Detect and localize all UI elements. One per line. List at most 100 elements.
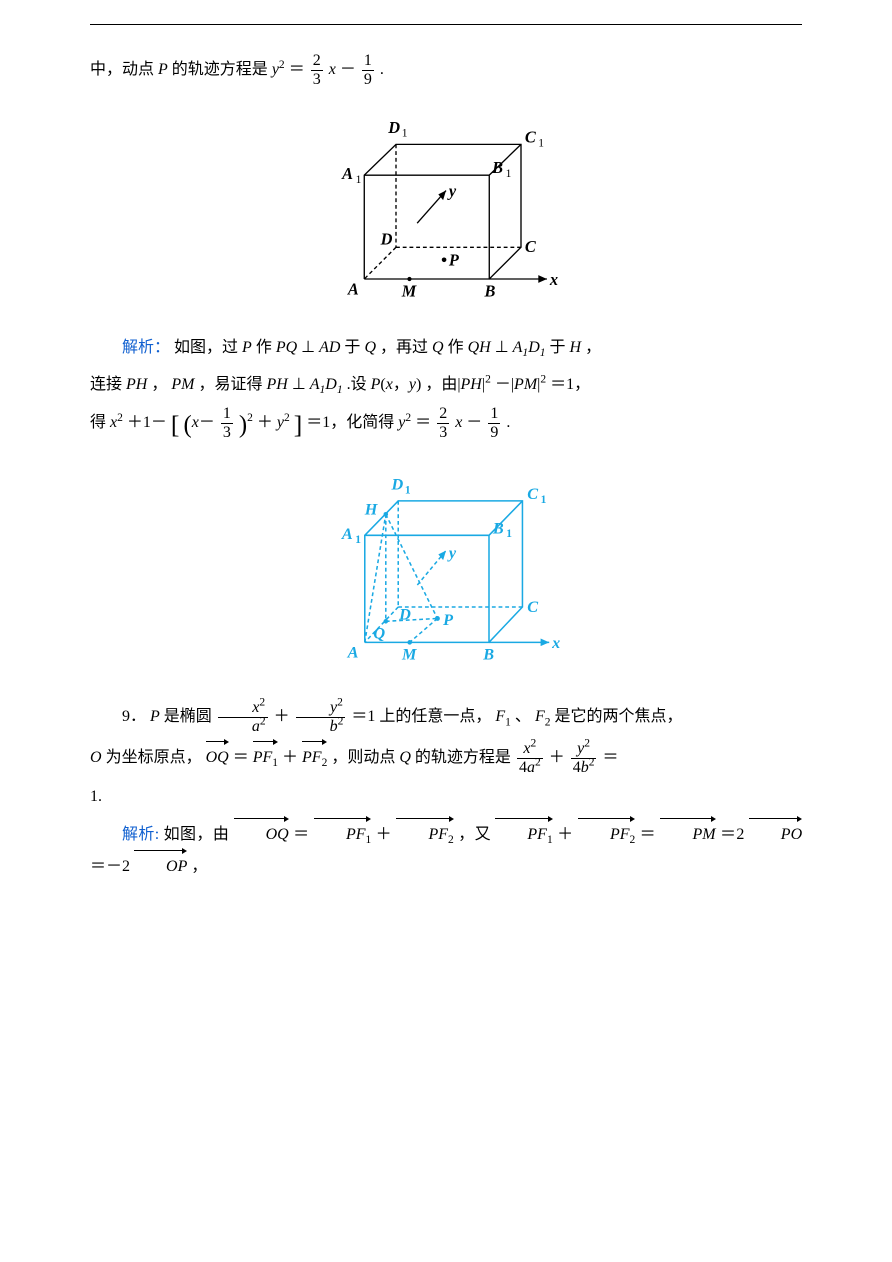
- var-y: y: [272, 61, 279, 78]
- eq2: ＝2: [720, 826, 744, 843]
- vec-PF2b: PF2: [578, 818, 635, 850]
- svg-text:A: A: [341, 525, 353, 543]
- svg-text:D: D: [387, 118, 400, 137]
- svg-text:1: 1: [506, 528, 512, 540]
- vec-PF2: PF2: [302, 741, 327, 773]
- vec-PF1b: PF1: [495, 818, 552, 850]
- top-rule: [90, 24, 802, 25]
- sq3: 2: [247, 412, 253, 424]
- eqend: ＝: [602, 749, 618, 766]
- svg-text:C: C: [525, 237, 537, 256]
- text: 中，动点: [90, 61, 158, 78]
- svg-text:1: 1: [506, 168, 512, 180]
- y2: y: [277, 414, 284, 431]
- var-Q: Q: [399, 749, 411, 766]
- eq: ＝: [233, 749, 249, 766]
- sq2: 2: [540, 373, 546, 385]
- text: ，又: [458, 826, 491, 843]
- y: y: [409, 376, 416, 393]
- text: 是它的两个焦点，: [554, 708, 682, 725]
- vec-PO: PO: [749, 818, 802, 850]
- frac-1-3: 13: [219, 406, 235, 441]
- lbracket: [: [171, 410, 180, 439]
- svg-text:D: D: [398, 606, 411, 624]
- minus: －: [340, 61, 356, 78]
- svg-text:M: M: [401, 646, 417, 664]
- text: －|: [495, 376, 514, 393]
- figure-1: D1 C1 A1 B1 D C A B M P y x: [90, 98, 802, 321]
- text: ＝1，: [550, 376, 590, 393]
- text: 得: [90, 414, 110, 431]
- sub2: 2: [545, 716, 551, 728]
- q-num: 9．: [122, 708, 146, 725]
- svg-text:C: C: [527, 598, 538, 616]
- vec-OQ: OQ: [234, 818, 289, 850]
- plus2: ＋: [282, 749, 298, 766]
- text: 的轨迹方程是: [172, 61, 272, 78]
- frac-y2-4b2: y24b2: [569, 741, 599, 776]
- para-1: 中，动点 P 的轨迹方程是 y2 ＝ 23 x － 19 .: [90, 53, 802, 88]
- solution-1-line-1: 解析： 如图，过 P 作 PQ ⊥ AD 于 Q ，再过 Q 作 QH ⊥ A1…: [90, 333, 802, 363]
- eq: ＝: [415, 414, 431, 431]
- xx: x: [455, 414, 462, 431]
- vec-PM: PM: [660, 818, 715, 850]
- solution-label: 解析:: [122, 826, 159, 843]
- svg-text:x: x: [549, 270, 558, 289]
- one: 1.: [90, 788, 102, 805]
- text: 于: [344, 339, 364, 356]
- cube-diagram-2: D1 C1 A1 B1 H D C A B M P Q y x: [317, 451, 575, 676]
- seg-PQ: PQ: [276, 339, 297, 356]
- svg-text:x: x: [551, 634, 560, 652]
- frac-x2-4a2: x24a2: [515, 741, 545, 776]
- svg-text:M: M: [401, 281, 417, 300]
- paren2: ): [416, 376, 421, 393]
- sup-2: 2: [279, 59, 285, 71]
- x: x: [386, 376, 393, 393]
- svg-text:y: y: [447, 544, 457, 562]
- svg-text:1: 1: [355, 534, 361, 546]
- svg-text:1: 1: [356, 174, 362, 186]
- svg-text:B: B: [492, 520, 504, 538]
- text: 如图，由: [164, 826, 230, 843]
- svg-text:A: A: [347, 644, 359, 662]
- text: 如图，过: [174, 339, 242, 356]
- plus: ＋: [376, 826, 392, 843]
- vec-OQ: OQ: [206, 741, 229, 773]
- svg-text:P: P: [448, 251, 460, 270]
- sep: 、: [515, 708, 531, 725]
- abs-PH: PH: [461, 376, 482, 393]
- plus2: ＋: [257, 414, 273, 431]
- sub1: 1: [505, 716, 511, 728]
- text: 作: [256, 339, 276, 356]
- plus3: ＋: [549, 749, 565, 766]
- question-9-line-1: 9． P 是椭圆 x2a2 ＋ y2b2 ＝1 上的任意一点， F1 、 F2 …: [90, 700, 802, 735]
- svg-text:D: D: [391, 476, 404, 494]
- frac-2-3: 23: [309, 53, 325, 88]
- svg-text:1: 1: [538, 137, 544, 149]
- text: 是椭圆: [164, 708, 212, 725]
- svg-text:y: y: [447, 181, 457, 200]
- plus1: ＋1－: [127, 414, 167, 431]
- svg-text:P: P: [442, 611, 454, 629]
- eq: ＝: [293, 826, 309, 843]
- seg-A1D1-b: A1D1: [310, 376, 343, 393]
- period: .: [380, 61, 384, 78]
- frac-y2-b2: y2b2: [294, 700, 348, 735]
- solution-1-line-2: 连接 PH ， PM ，易证得 PH ⊥ A1D1 .设 P(x，y) ，由|P…: [90, 370, 802, 400]
- plus: ＋: [274, 708, 290, 725]
- solution-2: 解析: 如图，由 OQ ＝ PF1 ＋ PF2 ，又 PF1 ＋ PF2 ＝ P…: [90, 818, 802, 883]
- var-Q: Q: [364, 339, 376, 356]
- sq: 2: [117, 412, 123, 424]
- var-O: O: [90, 749, 102, 766]
- seg-PH2: PH: [266, 376, 287, 393]
- frac-x2-a2: x2a2: [216, 700, 270, 735]
- eq2a: ＝: [640, 826, 656, 843]
- seg-PM: PM: [171, 376, 194, 393]
- comma: ，: [151, 376, 167, 393]
- text: ＝1 上的任意一点，: [351, 708, 491, 725]
- sq4: 2: [284, 412, 290, 424]
- minus2: －: [466, 414, 482, 431]
- svg-text:C: C: [525, 127, 537, 146]
- text: 作: [448, 339, 468, 356]
- vec-PF2: PF2: [396, 818, 453, 850]
